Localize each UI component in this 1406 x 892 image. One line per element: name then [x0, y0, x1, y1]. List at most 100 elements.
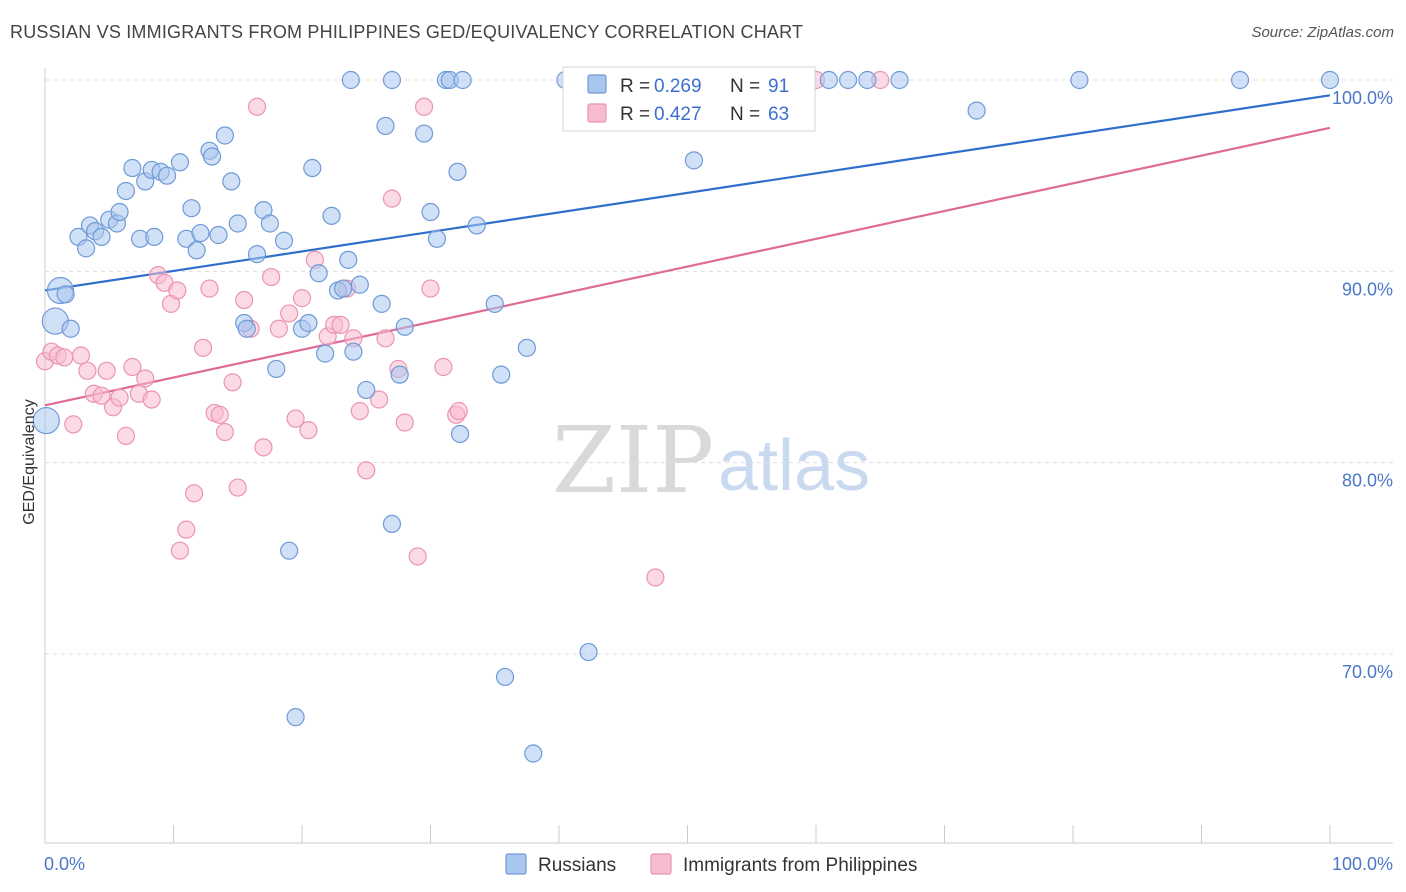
point-philippines	[136, 369, 155, 388]
point-philippines	[184, 484, 204, 503]
point-russians	[92, 227, 111, 246]
bottom-legend-label-philippines: Immigrants from Philippines	[683, 855, 917, 876]
legend-n-value-philippines: 63	[768, 104, 789, 125]
point-philippines	[414, 97, 434, 116]
point-philippines	[382, 189, 402, 208]
point-russians	[274, 231, 294, 250]
point-philippines	[97, 361, 116, 380]
point-russians	[299, 313, 318, 333]
bottom-legend: Russians Immigrants from Philippines	[505, 853, 917, 876]
point-russians	[339, 250, 358, 269]
point-russians	[350, 275, 369, 294]
points-immigrants-from-philippines	[35, 70, 890, 587]
point-russians	[237, 319, 256, 338]
legend-n-label-russians: N =	[730, 76, 760, 97]
point-russians	[228, 214, 247, 233]
point-russians	[116, 181, 136, 201]
trend-lines	[44, 94, 1331, 407]
y-tick-label: 70.0%	[1342, 662, 1393, 682]
y-tick-labels: 70.0% 80.0% 90.0% 100.0%	[1332, 88, 1393, 682]
point-russians	[247, 245, 267, 264]
point-russians	[1070, 70, 1089, 90]
point-philippines	[421, 279, 440, 298]
point-philippines	[200, 279, 219, 298]
point-russians	[967, 101, 986, 120]
point-russians	[839, 70, 858, 90]
point-philippines	[168, 281, 187, 300]
point-russians	[191, 223, 210, 243]
point-russians	[357, 380, 376, 400]
point-russians	[110, 202, 129, 222]
watermark-atlas: atlas	[718, 426, 870, 506]
point-philippines	[357, 461, 376, 480]
point-philippines	[223, 373, 242, 392]
legend-n-label-philippines: N =	[730, 104, 760, 125]
y-tick-label: 90.0%	[1342, 279, 1393, 299]
point-russians	[61, 319, 80, 338]
point-philippines	[116, 426, 136, 445]
legend-swatch-philippines	[587, 103, 607, 123]
point-russians	[341, 70, 360, 90]
point-russians	[819, 70, 838, 90]
point-russians	[260, 214, 279, 233]
x-tick-label-max: 100.0%	[1332, 854, 1393, 874]
points-russians	[32, 70, 1340, 763]
point-russians	[334, 279, 353, 298]
point-russians	[448, 162, 467, 181]
source-credit: Source: ZipAtlas.com	[1251, 24, 1394, 41]
point-russians	[517, 338, 536, 357]
trend-line-philippines	[44, 126, 1331, 407]
x-tick-label-min: 0.0%	[44, 854, 85, 874]
point-russians	[395, 317, 414, 336]
point-russians	[382, 70, 402, 90]
legend-n-value-russians: 91	[768, 76, 789, 97]
point-philippines	[262, 267, 281, 287]
point-russians	[421, 202, 440, 222]
point-russians	[123, 158, 142, 178]
point-russians	[209, 225, 228, 245]
point-philippines	[269, 319, 288, 338]
legend-r-value-russians: 0.269	[654, 76, 702, 97]
point-russians	[222, 172, 241, 191]
point-philippines	[64, 415, 83, 434]
point-philippines	[247, 97, 267, 116]
point-philippines	[193, 338, 213, 357]
point-russians	[215, 126, 234, 145]
point-philippines	[170, 541, 190, 560]
point-russians	[202, 147, 222, 166]
point-russians	[280, 541, 299, 560]
axes	[44, 68, 1393, 844]
point-philippines	[235, 290, 254, 310]
point-philippines	[215, 422, 234, 442]
point-russians	[492, 365, 511, 384]
grid-lines	[45, 79, 1393, 655]
point-russians	[427, 229, 447, 248]
point-russians	[858, 70, 877, 90]
point-philippines	[646, 568, 665, 587]
point-russians	[286, 708, 305, 727]
point-philippines	[299, 421, 318, 440]
point-russians	[56, 285, 75, 304]
point-philippines	[210, 405, 229, 424]
point-russians	[32, 406, 60, 435]
point-philippines	[71, 346, 91, 365]
point-philippines	[142, 390, 161, 409]
point-philippines	[434, 357, 453, 377]
point-russians	[414, 124, 434, 143]
point-russians	[495, 667, 515, 687]
point-russians	[376, 116, 395, 136]
bottom-legend-label-russians: Russians	[538, 855, 616, 876]
point-russians	[1230, 70, 1250, 90]
point-philippines	[449, 401, 468, 421]
point-russians	[579, 642, 598, 662]
y-tick-label: 100.0%	[1332, 88, 1393, 108]
point-russians	[145, 227, 164, 246]
point-russians	[382, 514, 402, 533]
point-russians	[485, 294, 504, 313]
point-philippines	[376, 329, 395, 348]
point-philippines	[280, 304, 299, 323]
point-russians	[467, 216, 486, 235]
point-philippines	[228, 478, 247, 497]
bottom-legend-swatch-philippines	[650, 853, 672, 875]
